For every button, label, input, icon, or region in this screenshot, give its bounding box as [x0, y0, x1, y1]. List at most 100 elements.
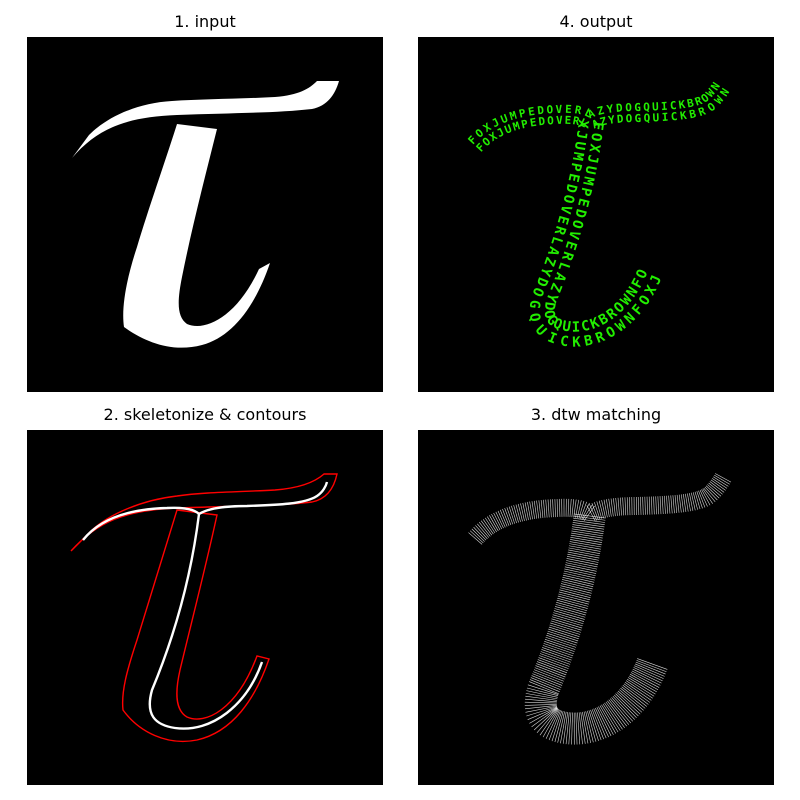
dtw-match-line	[655, 496, 657, 515]
dtw-match-line	[482, 519, 494, 535]
dtw-match-line	[696, 491, 703, 509]
dtw-match-line	[570, 534, 603, 541]
dtw-match-line	[644, 496, 646, 515]
dtw-match-line	[615, 693, 639, 717]
dtw-match-line	[698, 490, 706, 508]
dtw-lines	[468, 473, 732, 745]
dtw-match-line	[535, 665, 566, 678]
dtw-match-line	[561, 579, 594, 588]
dtw-match-line	[527, 684, 559, 695]
output-letter: D	[571, 207, 589, 219]
dtw-match-line	[527, 706, 558, 720]
dtw-match-line	[554, 499, 556, 518]
dtw-match-line	[587, 710, 597, 742]
dtw-match-line	[581, 502, 590, 520]
dtw-match-line	[558, 498, 561, 517]
output-letter: Q	[526, 312, 543, 323]
output-letter: P	[518, 106, 528, 120]
dtw-match-line	[620, 497, 622, 516]
output-letter: U	[652, 100, 660, 113]
output-letter: V	[555, 103, 563, 116]
dtw-match-line	[544, 641, 575, 652]
dtw-match-line	[533, 500, 538, 519]
output-letter: O	[547, 114, 555, 127]
output-letter: J	[573, 129, 590, 140]
dtw-match-line	[614, 694, 637, 719]
output-letter: R	[693, 94, 704, 109]
dtw-match-line	[704, 486, 718, 501]
dtw-match-line	[542, 709, 560, 738]
dtw-match-line	[626, 497, 629, 516]
dtw-match-line	[599, 705, 617, 734]
dtw-match-line	[694, 491, 701, 510]
dtw-match-line	[555, 604, 587, 614]
dtw-match-line	[628, 675, 657, 693]
dtw-match-line	[533, 669, 564, 682]
dtw-match-line	[475, 525, 488, 540]
output-letter: D	[538, 115, 546, 129]
tau-glyph-input	[72, 81, 339, 348]
dtw-match-line	[567, 553, 599, 561]
dtw-match-line	[563, 570, 596, 579]
output-letter: U	[561, 318, 572, 335]
output-letter: K	[679, 109, 688, 123]
dtw-match-line	[578, 500, 585, 519]
dtw-match-line	[543, 499, 546, 518]
dtw-match-line	[710, 479, 726, 491]
dtw-match-line	[596, 501, 603, 519]
dtw-match-line	[477, 523, 490, 538]
dtw-match-line	[622, 685, 649, 705]
dtw-match-line	[506, 507, 514, 525]
panel-input	[27, 37, 383, 392]
dtw-match-line	[582, 711, 589, 744]
dtw-match-line	[524, 698, 557, 703]
output-letter: B	[688, 107, 697, 121]
dtw-match-line	[571, 530, 604, 537]
dtw-match-line	[536, 661, 568, 674]
dtw-match-line	[602, 703, 621, 731]
dtw-match-line	[572, 520, 605, 526]
dtw-match-line	[709, 481, 725, 493]
dtw-match-line	[526, 690, 558, 698]
dtw-match-line	[629, 497, 631, 516]
output-letter: D	[537, 104, 545, 118]
dtw-match-line	[613, 498, 616, 517]
dtw-match-line	[549, 624, 581, 635]
dtw-match-line	[525, 705, 557, 713]
dtw-match-line	[632, 668, 662, 684]
output-letter: O	[625, 101, 632, 114]
dtw-match-line	[569, 543, 601, 550]
dtw-match-line	[702, 488, 713, 504]
output-letter: E	[527, 105, 536, 119]
dtw-match-line	[554, 606, 586, 616]
output-letter: O	[540, 309, 557, 320]
dtw-match-line	[689, 493, 694, 511]
dtw-match-line	[558, 593, 590, 603]
dtw-match-line	[711, 478, 728, 489]
tau-contours	[70, 473, 338, 742]
output-letter: F	[589, 121, 606, 131]
dtw-match-line	[598, 500, 604, 519]
output-letter: I	[661, 111, 668, 124]
output-letter: E	[574, 196, 592, 208]
dtw-match-line	[569, 498, 572, 517]
dtw-match-line	[607, 700, 628, 727]
dtw-match-line	[545, 499, 548, 518]
dtw-match-line	[705, 485, 720, 499]
dtw-match-line	[560, 711, 567, 744]
dtw-match-line	[624, 497, 627, 516]
dtw-match-line	[562, 574, 595, 583]
dtw-match-line	[595, 707, 609, 738]
dtw-match-line	[565, 562, 598, 570]
dtw-match-line	[541, 649, 572, 661]
dtw-match-line	[714, 474, 730, 485]
dtw-match-line	[473, 526, 487, 541]
dtw-match-line	[540, 651, 571, 663]
dtw-match-line	[606, 499, 610, 518]
dtw-match-line	[539, 708, 559, 736]
output-letter: D	[616, 101, 624, 114]
dtw-match-line	[546, 634, 577, 646]
dtw-match-line	[608, 699, 630, 725]
dtw-match-line	[591, 709, 604, 740]
dtw-match-line	[590, 709, 602, 741]
